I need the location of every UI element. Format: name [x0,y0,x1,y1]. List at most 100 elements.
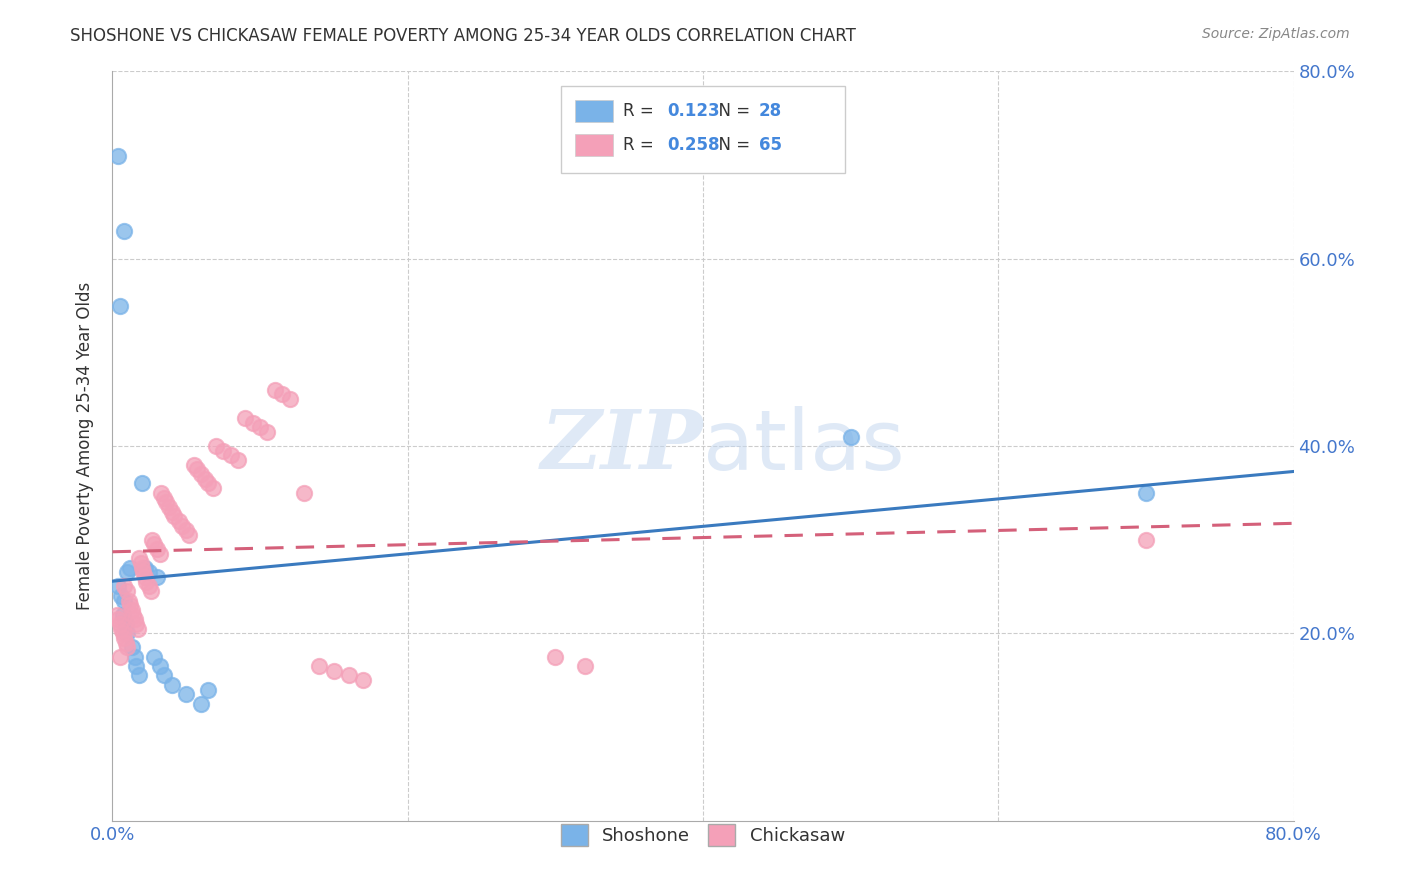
Point [149,659,172,673]
Point [190,697,212,711]
Point [249,420,271,434]
Text: N =: N = [707,102,755,120]
Point [122,607,145,622]
Point [139,584,162,599]
Point [142,649,165,664]
Point [278,392,301,407]
Bar [561,87,845,172]
Text: Source: ZipAtlas.com: Source: ZipAtlas.com [1202,27,1350,41]
Point [160,678,183,692]
Point [128,551,150,566]
Bar [575,100,613,122]
Point [132,566,155,580]
Point [117,566,138,580]
Text: atlas: atlas [703,406,904,486]
Point [124,612,146,626]
Point [337,668,360,682]
Point [142,537,165,551]
Point [242,416,264,430]
Point [108,298,131,313]
Point [197,682,219,697]
Point [112,580,135,594]
Point [107,612,129,626]
Point [146,542,169,557]
Point [197,476,219,491]
Point [174,524,197,538]
Point [134,561,156,575]
Point [146,570,169,584]
Point [111,626,134,640]
Point [226,453,249,467]
Point [131,561,153,575]
Point [105,607,128,622]
Text: R =: R = [623,102,658,120]
Text: SHOSHONE VS CHICKASAW FEMALE POVERTY AMONG 25-34 YEAR OLDS CORRELATION CHART: SHOSHONE VS CHICKASAW FEMALE POVERTY AMO… [70,27,856,45]
Point [138,566,160,580]
Point [170,518,193,533]
Point [110,622,132,636]
Text: N =: N = [707,136,755,153]
Point [112,631,135,645]
Point [205,439,228,453]
Point [114,617,136,632]
Point [120,599,142,613]
Text: 28: 28 [758,102,782,120]
Text: 0.258: 0.258 [668,136,720,153]
Point [157,500,180,514]
Point [153,491,176,505]
Point [160,505,183,519]
Point [167,514,190,528]
Point [121,640,143,655]
Point [141,533,163,547]
Text: R =: R = [623,136,658,153]
Point [131,476,153,491]
Point [155,495,177,509]
Point [120,561,142,575]
Point [117,640,138,655]
Point [112,593,135,607]
Point [108,649,131,664]
Point [256,425,278,439]
Point [1135,533,1157,547]
Point [110,589,132,603]
Point [107,580,129,594]
Point [129,556,152,570]
Text: 65: 65 [758,136,782,153]
Point [323,664,346,678]
Point [183,458,205,472]
Point [117,626,138,640]
Point [125,659,148,673]
Point [163,509,186,524]
Point [174,687,197,701]
Point [121,603,143,617]
Point [149,547,172,561]
Point [108,617,131,632]
Point [292,486,315,500]
Point [194,472,217,486]
Point [201,481,224,495]
Point [128,668,150,682]
Point [219,449,242,463]
Point [212,443,235,458]
Point [574,659,596,673]
Point [186,462,208,476]
Text: ZIP: ZIP [540,406,703,486]
Point [124,649,146,664]
Point [271,387,294,401]
Point [352,673,374,688]
Point [839,430,862,444]
Point [233,411,256,425]
Text: 0.123: 0.123 [668,102,720,120]
Point [308,659,330,673]
Point [153,668,176,682]
Point [264,383,287,397]
Point [544,649,567,664]
Point [1135,486,1157,500]
Point [111,607,134,622]
Point [118,593,141,607]
Point [127,622,149,636]
Point [179,528,201,542]
Point [134,570,156,584]
Point [125,617,148,632]
Point [190,467,212,482]
